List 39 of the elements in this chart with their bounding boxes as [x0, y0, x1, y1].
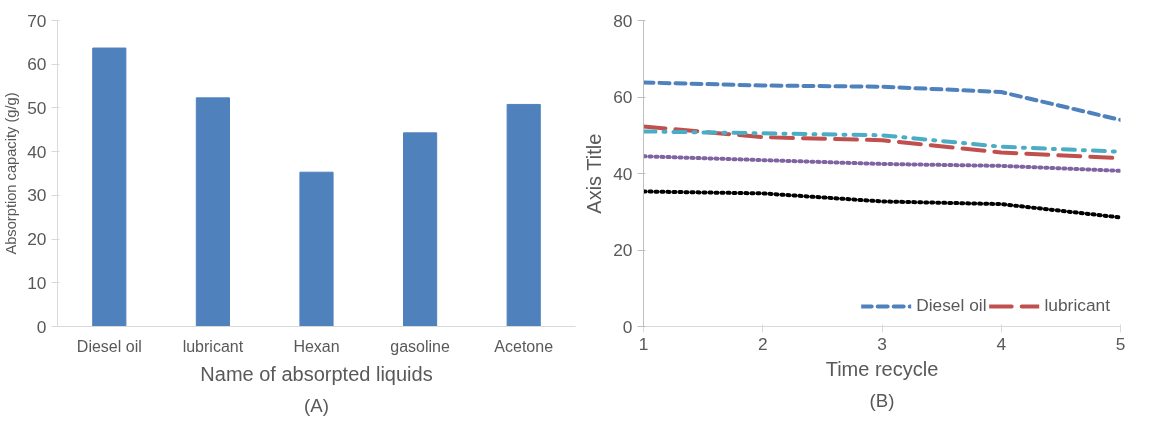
- y-tick-label: 30: [27, 185, 47, 206]
- y-tick-label: 10: [27, 272, 47, 293]
- y-tick-label: 40: [613, 163, 633, 184]
- x-axis-title: Time recycle: [825, 357, 939, 380]
- x-tick-label: Acetone: [494, 337, 554, 355]
- text: (A): [304, 394, 329, 416]
- legend-label: lubricant: [1044, 295, 1110, 316]
- x-tick-label: 2: [757, 333, 768, 354]
- bar: [195, 97, 230, 327]
- line-series: [643, 80, 1121, 122]
- y-tick-label: 40: [27, 141, 47, 162]
- line-series: [643, 154, 1121, 173]
- bar: [299, 171, 334, 327]
- y-tick-label: 50: [27, 97, 47, 118]
- x-tick-label: Diesel oil: [76, 337, 142, 355]
- y-tick-label: 70: [27, 10, 47, 31]
- bar: [506, 103, 541, 327]
- bar: [92, 47, 127, 327]
- bar: [403, 132, 438, 327]
- x-tick-label: lubricant: [182, 337, 244, 355]
- line-series: [643, 189, 1121, 220]
- y-tick-label: 0: [622, 316, 633, 337]
- x-tick-label: 5: [1115, 333, 1126, 354]
- x-tick-label: Hexan: [293, 337, 340, 355]
- x-tick-label: 3: [877, 333, 887, 354]
- text: (B): [869, 389, 895, 411]
- y-tick-label: 60: [27, 54, 47, 75]
- x-tick-label: gasoline: [390, 337, 450, 355]
- y-axis-title: Absorption capacity (g/g): [3, 92, 20, 255]
- y-tick-label: 20: [27, 229, 47, 250]
- y-tick-label: 80: [613, 10, 633, 31]
- x-tick-label: 1: [638, 333, 649, 354]
- y-tick-label: 60: [613, 87, 633, 107]
- x-tick-label: 4: [996, 333, 1007, 354]
- y-tick-label: 0: [36, 316, 47, 337]
- y-tick-label: 20: [613, 240, 633, 260]
- legend-label: Diesel oil: [916, 295, 987, 316]
- x-axis-title: Name of absorpted liquids: [200, 362, 433, 385]
- y-axis-title: Axis Title: [583, 133, 606, 214]
